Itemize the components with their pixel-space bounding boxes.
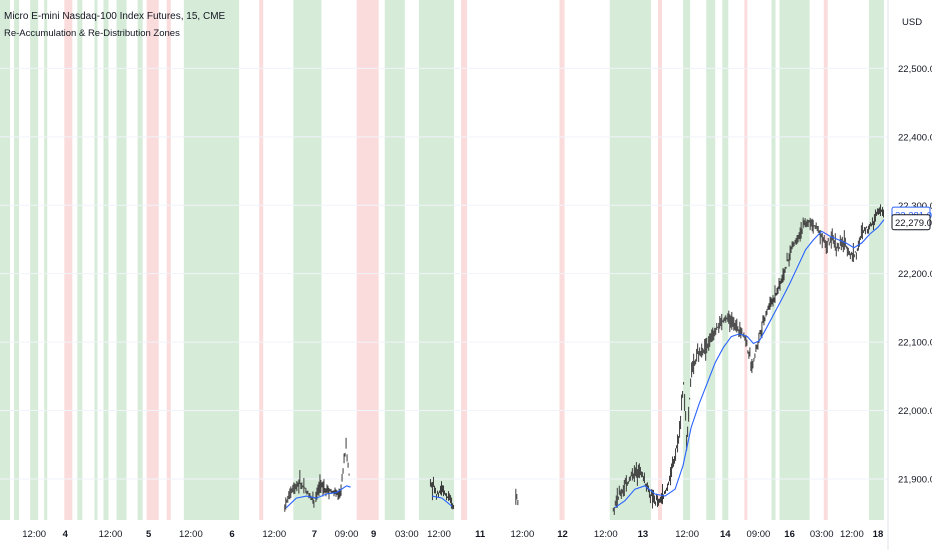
time-tick-label: 12:00	[510, 529, 534, 540]
distribution-zone	[166, 0, 171, 520]
accumulation-zone	[384, 0, 405, 520]
time-tick-label: 12:00	[179, 529, 203, 540]
price-tick-label: 22,000.00	[898, 406, 932, 417]
price-tick-label: 22,300.00	[898, 201, 932, 212]
accumulation-zone	[77, 0, 83, 520]
distribution-zone	[461, 0, 468, 520]
accumulation-zone	[44, 0, 48, 520]
price-axis[interactable]: 22,500.00 22,400.00 22,300.00 22,200.00 22,1…	[898, 64, 932, 486]
time-tick-label: 12:00	[594, 529, 618, 540]
accumulation-zone	[868, 0, 884, 520]
currency-label: USD	[902, 17, 923, 28]
distribution-zone	[64, 0, 73, 520]
time-tick-label: 12:00	[427, 529, 451, 540]
time-tick-label: 12	[557, 529, 568, 540]
accumulation-zone	[418, 0, 455, 520]
candle-layer	[284, 204, 884, 515]
time-tick-label: 03:00	[810, 529, 834, 540]
distribution-zone	[744, 0, 748, 520]
time-tick-label: 11	[475, 529, 486, 540]
close-price-tag-label: 22,279.00	[895, 218, 932, 229]
price-tick-label: 21,900.00	[898, 474, 932, 485]
ema-line	[431, 495, 453, 507]
chart-title[interactable]: Micro E-mini Nasdaq-100 Index Futures, 1…	[4, 11, 226, 22]
time-tick-label: 12:00	[262, 529, 286, 540]
accumulation-zone	[0, 0, 11, 520]
time-tick-label: 09:00	[335, 529, 359, 540]
price-tick-label: 22,500.00	[898, 64, 932, 75]
price-tick-label: 22,100.00	[898, 338, 932, 349]
accumulation-zone	[293, 0, 322, 520]
time-tick-label: 5	[146, 529, 152, 540]
accumulation-zone	[183, 0, 240, 520]
close-price-tag-box	[891, 214, 931, 231]
distribution-zone	[356, 0, 379, 520]
accumulation-zone	[706, 0, 716, 520]
time-tick-label: 4	[63, 529, 69, 540]
time-tick-label: 18	[873, 529, 884, 540]
price-tick-label: 22,400.00	[898, 132, 932, 143]
time-tick-label: 14	[720, 529, 731, 540]
grid-layer	[0, 67, 888, 480]
time-tick-label: 12:00	[22, 529, 46, 540]
zone-layer	[0, 0, 884, 520]
time-tick-label: 6	[229, 529, 234, 540]
distribution-zone	[823, 0, 828, 520]
price-tick-label: 22,200.00	[898, 269, 932, 280]
distribution-zone	[657, 0, 662, 520]
accumulation-zone	[14, 0, 20, 520]
distribution-zone	[146, 0, 159, 520]
time-tick-label: 13	[638, 529, 649, 540]
accumulation-zone	[103, 0, 109, 520]
distribution-zone	[259, 0, 264, 520]
accumulation-zone	[771, 0, 776, 520]
price-tags: 22,281.0322,279.00	[891, 206, 932, 231]
time-axis[interactable]: 12:00 4 12:00 5 12:00 6 12:00 7 09:00 9 03:00 12:00…	[22, 529, 883, 540]
accumulation-zone	[116, 0, 127, 520]
accumulation-zone	[779, 0, 810, 520]
ema-line	[614, 219, 885, 509]
accumulation-zone	[137, 0, 143, 520]
ema-line	[285, 485, 351, 509]
accumulation-zone	[683, 0, 691, 520]
accumulation-zone	[722, 0, 729, 520]
distribution-zone	[559, 0, 565, 520]
accumulation-zone	[30, 0, 39, 520]
time-tick-label: 09:00	[747, 529, 771, 540]
time-tick-label: 16	[784, 529, 795, 540]
indicator-name[interactable]: Re-Accumulation & Re-Distribution Zones	[4, 28, 180, 39]
time-tick-label: 7	[312, 529, 317, 540]
ema-layer	[285, 219, 885, 509]
time-tick-label: 12:00	[99, 529, 123, 540]
time-tick-label: 9	[371, 529, 376, 540]
time-tick-label: 12:00	[675, 529, 699, 540]
time-tick-label: 12:00	[840, 529, 864, 540]
accumulation-zone	[94, 0, 98, 520]
accumulation-zone	[609, 0, 651, 520]
time-tick-label: 03:00	[395, 529, 419, 540]
